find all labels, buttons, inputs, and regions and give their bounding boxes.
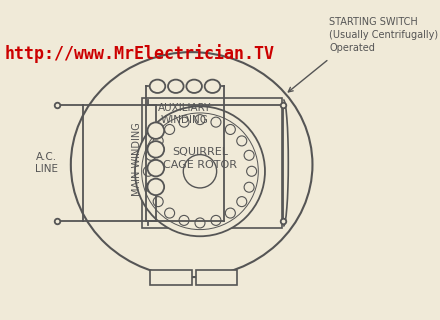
Circle shape <box>244 150 254 160</box>
Circle shape <box>225 124 235 134</box>
Ellipse shape <box>168 80 183 93</box>
Text: SQUIRREL
CAGE ROTOR: SQUIRREL CAGE ROTOR <box>163 147 237 170</box>
Ellipse shape <box>205 80 220 93</box>
Text: MAIN WINDING: MAIN WINDING <box>132 122 143 196</box>
Circle shape <box>195 115 205 124</box>
Ellipse shape <box>187 80 202 93</box>
Ellipse shape <box>150 80 165 93</box>
Circle shape <box>179 117 189 127</box>
Text: http://www.MrElectrician.TV: http://www.MrElectrician.TV <box>4 44 274 63</box>
Circle shape <box>211 117 221 127</box>
Bar <box>196 270 238 285</box>
Circle shape <box>195 218 205 228</box>
Circle shape <box>225 208 235 218</box>
Circle shape <box>153 196 163 207</box>
Circle shape <box>153 136 163 146</box>
Ellipse shape <box>71 52 312 277</box>
Circle shape <box>211 215 221 225</box>
Circle shape <box>179 215 189 225</box>
Circle shape <box>237 196 247 207</box>
Circle shape <box>165 124 175 134</box>
Circle shape <box>135 106 265 236</box>
Circle shape <box>237 136 247 146</box>
Circle shape <box>146 150 156 160</box>
Bar <box>150 270 192 285</box>
Circle shape <box>244 182 254 192</box>
Circle shape <box>247 166 257 176</box>
FancyBboxPatch shape <box>142 98 282 228</box>
Ellipse shape <box>147 179 164 195</box>
Ellipse shape <box>147 141 164 158</box>
Text: AUXILIARY
WINDING: AUXILIARY WINDING <box>158 103 212 125</box>
Text: A.C.
LINE: A.C. LINE <box>35 152 58 174</box>
Ellipse shape <box>147 123 164 139</box>
Ellipse shape <box>147 160 164 176</box>
Text: STARTING SWITCH
(Usually Centrifugally)
Operated: STARTING SWITCH (Usually Centrifugally) … <box>329 17 438 53</box>
Circle shape <box>142 113 258 229</box>
Circle shape <box>146 182 156 192</box>
Circle shape <box>165 208 175 218</box>
Circle shape <box>183 155 216 188</box>
Circle shape <box>143 166 153 176</box>
